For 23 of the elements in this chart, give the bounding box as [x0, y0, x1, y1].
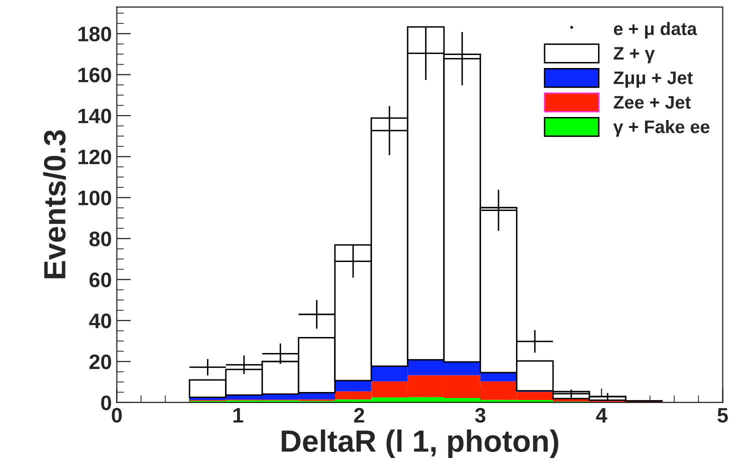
x-tick-label: 3: [475, 408, 486, 423]
y-tick-label: 20: [89, 354, 112, 370]
y-tick-label: 100: [78, 190, 112, 206]
y-axis-title: Events/0.3: [43, 130, 66, 278]
x-tick-label: 0: [112, 408, 122, 423]
x-tick-label: 1: [234, 408, 244, 422]
y-tick-label: 60: [90, 272, 112, 288]
x-tick-label: 2: [354, 408, 364, 422]
legend-label: e + μ data: [614, 22, 698, 39]
y-tick-label: 160: [78, 68, 112, 82]
y-tick-label: 40: [89, 314, 112, 328]
x-axis-title: DeltaR (l 1, photon): [282, 430, 558, 458]
y-tick-label: 140: [78, 108, 112, 124]
legend-label: γ + Fake ee: [613, 120, 710, 137]
x-tick-label: 5: [718, 408, 728, 423]
legend-label: Zee + Jet: [614, 96, 691, 109]
y-tick-label: 0: [101, 395, 112, 410]
legend-label: Zμμ + Jet: [614, 72, 693, 88]
y-tick-label: 120: [78, 150, 112, 164]
x-tick-label: 4: [596, 408, 608, 422]
legend-label: Z + γ: [614, 47, 655, 64]
y-tick-label: 180: [78, 26, 112, 42]
y-tick-label: 80: [89, 232, 112, 246]
